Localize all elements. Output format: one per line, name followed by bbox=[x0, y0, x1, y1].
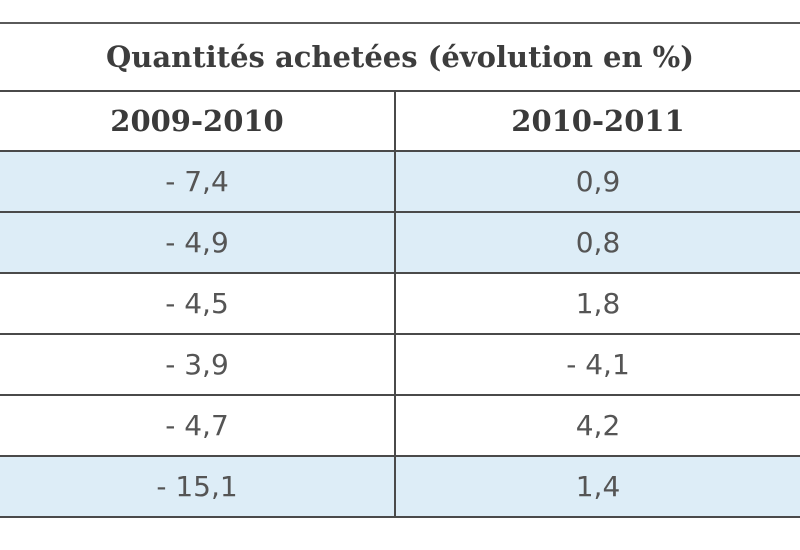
cell-2010-2011: 1,8 bbox=[395, 272, 800, 335]
quantities-table: Quantités achetées (évolution en %) 2009… bbox=[0, 22, 800, 518]
table-row: - 4,9 0,8 bbox=[0, 211, 800, 274]
table-row: - 3,9 - 4,1 bbox=[0, 333, 800, 396]
data-table-container: Quantités achetées (évolution en %) 2009… bbox=[0, 22, 800, 518]
cell-2009-2010: - 3,9 bbox=[0, 333, 396, 396]
cell-2010-2011: 1,4 bbox=[395, 455, 800, 518]
column-header-2010-2011: 2010-2011 bbox=[395, 90, 800, 152]
table-row: - 15,1 1,4 bbox=[0, 455, 800, 518]
table-row: - 4,5 1,8 bbox=[0, 272, 800, 335]
cell-2010-2011: 4,2 bbox=[395, 394, 800, 457]
cell-2009-2010: - 4,7 bbox=[0, 394, 396, 457]
cell-2009-2010: - 4,5 bbox=[0, 272, 396, 335]
cell-2009-2010: - 7,4 bbox=[0, 150, 396, 213]
column-header-2009-2010: 2009-2010 bbox=[0, 90, 396, 152]
table-title: Quantités achetées (évolution en %) bbox=[0, 22, 800, 92]
table-row: - 7,4 0,9 bbox=[0, 150, 800, 213]
table-title-row: Quantités achetées (évolution en %) bbox=[0, 22, 800, 92]
cell-2010-2011: - 4,1 bbox=[395, 333, 800, 396]
cell-2009-2010: - 15,1 bbox=[0, 455, 396, 518]
cell-2010-2011: 0,9 bbox=[395, 150, 800, 213]
table-row: - 4,7 4,2 bbox=[0, 394, 800, 457]
cell-2009-2010: - 4,9 bbox=[0, 211, 396, 274]
cell-2010-2011: 0,8 bbox=[395, 211, 800, 274]
table-header-row: 2009-2010 2010-2011 bbox=[0, 90, 800, 152]
